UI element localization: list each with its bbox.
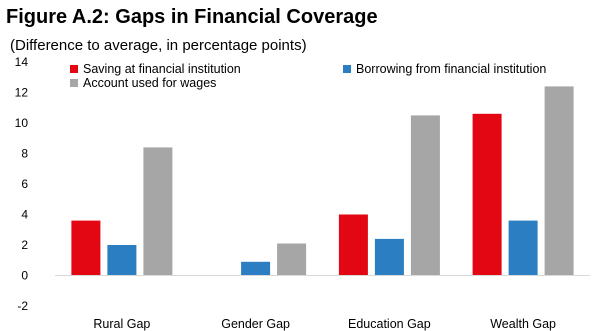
x-axis-labels: Rural Gap Gender Gap Education Gap Wealth G… — [93, 317, 556, 331]
bars — [71, 86, 574, 276]
x-category-label: Wealth Gap — [490, 317, 556, 331]
y-tick-label: 6 — [21, 177, 28, 191]
y-tick-label: 10 — [15, 116, 29, 130]
bar — [508, 220, 538, 276]
x-category-label: Gender Gap — [221, 317, 290, 331]
bar — [374, 238, 404, 276]
x-category-label: Rural Gap — [93, 317, 150, 331]
legend-swatch — [343, 65, 351, 73]
y-tick-label: 12 — [15, 86, 29, 100]
y-tick-label: 2 — [21, 238, 28, 252]
y-axis: -2 0 2 4 6 8 10 12 14 — [15, 55, 29, 313]
bar — [107, 245, 137, 276]
bar — [241, 261, 271, 276]
bar — [71, 220, 101, 276]
legend-label: Borrowing from financial institution — [356, 62, 546, 76]
chart-subtitle: (Difference to average, in percentage po… — [10, 37, 307, 54]
bar — [544, 86, 574, 276]
chart-title: Figure A.2: Gaps in Financial Coverage — [6, 6, 378, 28]
bar — [472, 113, 502, 276]
legend: Saving at financial institution Borrowing… — [70, 62, 546, 90]
bar — [410, 115, 440, 276]
y-tick-label: 8 — [21, 147, 28, 161]
legend-label: Account used for wages — [83, 76, 216, 90]
y-tick-label: 14 — [15, 55, 29, 69]
y-tick-label: 4 — [21, 208, 28, 222]
bar — [338, 214, 368, 276]
x-category-label: Education Gap — [348, 317, 431, 331]
bar — [277, 243, 307, 276]
bar — [143, 147, 173, 276]
legend-swatch — [70, 79, 78, 87]
y-tick-label: -2 — [17, 299, 28, 313]
y-tick-label: 0 — [21, 269, 28, 283]
legend-swatch — [70, 65, 78, 73]
legend-label: Saving at financial institution — [83, 62, 241, 76]
